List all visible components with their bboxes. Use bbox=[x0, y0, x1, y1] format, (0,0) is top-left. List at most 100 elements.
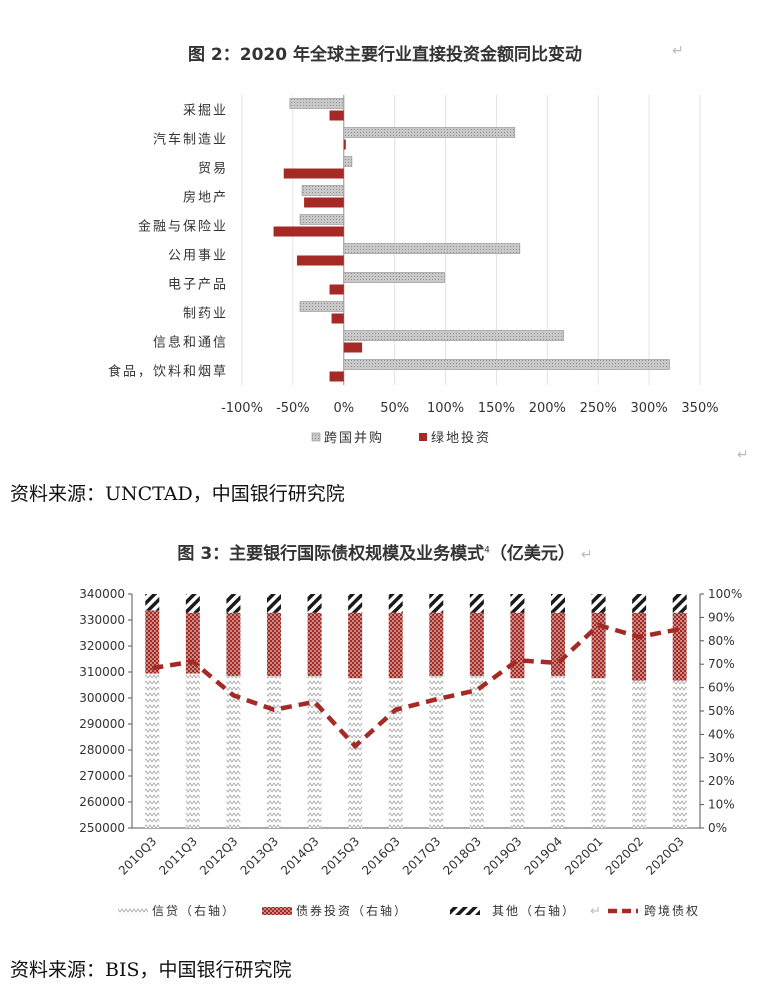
x-tick-label: 150% bbox=[478, 401, 515, 416]
legend-label-信贷: 信贷（右轴） bbox=[152, 903, 236, 918]
bar-绿地投资 bbox=[296, 255, 344, 266]
x-tick-label: 100% bbox=[427, 401, 464, 416]
bar-跨国并购 bbox=[299, 214, 345, 225]
right-tick-label: 100% bbox=[708, 587, 742, 601]
bar-segment-信贷 bbox=[348, 678, 363, 828]
bar-segment-信贷 bbox=[267, 675, 281, 828]
bar-segment-债券投资 bbox=[145, 610, 160, 674]
bar-segment-信贷 bbox=[307, 675, 322, 828]
bar-segment-其他 bbox=[672, 594, 687, 613]
left-tick-label: 300000 bbox=[79, 691, 125, 705]
return-mark-icon: ↵ bbox=[737, 447, 749, 463]
bar-绿地投资 bbox=[329, 371, 344, 382]
legend-swatch-绿地投资 bbox=[419, 433, 427, 441]
x-tick-label: 2014Q3 bbox=[278, 834, 322, 878]
bar-segment-债券投资 bbox=[632, 612, 647, 681]
x-tick-label: 2016Q3 bbox=[359, 834, 403, 878]
x-tick-label: 2018Q3 bbox=[440, 834, 484, 878]
return-mark-icon: ↵ bbox=[590, 904, 601, 919]
left-tick-label: 320000 bbox=[79, 639, 125, 653]
x-tick-label: 2020Q1 bbox=[562, 834, 606, 878]
bar-绿地投资 bbox=[273, 226, 344, 237]
chart1-plot: -100% -50% 0% 50% 100% 150% 200% 250% 300% 350% 采掘… bbox=[108, 95, 719, 446]
x-tick-label: 2020Q2 bbox=[603, 834, 647, 878]
legend-swatch-信贷 bbox=[118, 907, 148, 915]
bar-segment-其他 bbox=[469, 594, 484, 613]
bar-segment-信贷 bbox=[672, 680, 687, 828]
chart1-source: 资料来源：UNCTAD，中国银行研究院 bbox=[10, 483, 345, 505]
bar-segment-债券投资 bbox=[226, 612, 241, 676]
x-tick-label: 2017Q3 bbox=[400, 834, 444, 878]
category-label: 信息和通信 bbox=[153, 335, 228, 351]
chart2-title: 图 3：主要银行国际债权规模及业务模式 bbox=[177, 544, 485, 564]
return-mark-icon: ↵ bbox=[672, 43, 684, 59]
bar-segment-其他 bbox=[185, 594, 200, 613]
x-tick-label: 0% bbox=[333, 401, 354, 416]
bar-segment-信贷 bbox=[551, 675, 565, 828]
bar-segment-信贷 bbox=[145, 673, 160, 828]
bar-segment-信贷 bbox=[185, 673, 200, 828]
chart1-title: 图 2：2020 年全球主要行业直接投资金额同比变动 bbox=[188, 45, 582, 65]
bar-segment-债券投资 bbox=[591, 612, 606, 679]
bar-segment-其他 bbox=[591, 594, 606, 613]
left-tick-label: 270000 bbox=[79, 769, 125, 783]
chart2-title-block: 图 3：主要银行国际债权规模及业务模式4（亿美元） ↵ bbox=[0, 539, 770, 564]
bar-绿地投资 bbox=[343, 342, 363, 353]
category-label: 汽车制造业 bbox=[153, 132, 228, 148]
category-label: 电子产品 bbox=[168, 278, 228, 293]
category-label: 贸易 bbox=[198, 162, 228, 177]
x-tick-label: 2019Q3 bbox=[481, 834, 525, 878]
chart2-source: 资料来源：BIS，中国银行研究院 bbox=[10, 959, 292, 981]
x-tick-label: -100% bbox=[221, 401, 263, 416]
category-label: 食品，饮料和烟草 bbox=[108, 364, 228, 380]
chart2-title-unit: （亿美元） bbox=[489, 544, 575, 564]
legend-swatch-跨国并购 bbox=[311, 432, 321, 442]
bar-segment-债券投资 bbox=[429, 612, 444, 676]
category-label: 公用事业 bbox=[168, 249, 228, 264]
right-tick-label: 80% bbox=[708, 634, 735, 648]
x-tick-label: 2015Q3 bbox=[319, 834, 363, 878]
bar-segment-债券投资 bbox=[388, 612, 403, 679]
legend-label-绿地投资: 绿地投资 bbox=[431, 430, 491, 446]
legend-label-债券投资: 债券投资（右轴） bbox=[296, 903, 408, 918]
right-tick-label: 90% bbox=[708, 610, 735, 624]
x-tick-label: 2019Q4 bbox=[522, 834, 566, 878]
bar-segment-债券投资 bbox=[551, 612, 565, 676]
right-tick-label: 40% bbox=[708, 727, 735, 741]
category-label: 金融与保险业 bbox=[138, 219, 228, 235]
x-tick-label: 200% bbox=[529, 401, 566, 416]
bar-segment-其他 bbox=[388, 594, 403, 613]
bar-segment-其他 bbox=[510, 594, 525, 613]
bar-segment-债券投资 bbox=[469, 612, 484, 676]
x-tick-label: 2020Q3 bbox=[643, 834, 687, 878]
left-tick-label: 310000 bbox=[79, 665, 125, 679]
x-tick-label: 250% bbox=[580, 401, 617, 416]
bar-segment-信贷 bbox=[591, 678, 606, 828]
right-tick-label: 10% bbox=[708, 798, 735, 812]
bar-segment-债券投资 bbox=[307, 612, 322, 676]
bar-segment-债券投资 bbox=[672, 612, 687, 681]
right-tick-label: 0% bbox=[708, 821, 727, 835]
left-tick-label: 250000 bbox=[79, 821, 125, 835]
bar-绿地投资 bbox=[283, 168, 344, 179]
category-label: 制药业 bbox=[183, 307, 228, 322]
bar-跨国并购 bbox=[343, 127, 516, 138]
left-tick-label: 280000 bbox=[79, 743, 125, 757]
bar-绿地投资 bbox=[329, 110, 344, 121]
return-mark-icon: ↵ bbox=[580, 547, 593, 563]
bar-跨国并购 bbox=[343, 359, 670, 370]
bar-segment-信贷 bbox=[226, 675, 241, 828]
bar-segment-其他 bbox=[429, 594, 444, 613]
category-label: 房地产 bbox=[183, 190, 228, 206]
bar-segment-债券投资 bbox=[510, 612, 525, 679]
bar-跨国并购 bbox=[343, 156, 353, 167]
bar-segment-其他 bbox=[226, 594, 241, 613]
chart2-plot: 250000 260000 270000 280000 290000 300000 3100… bbox=[79, 587, 742, 919]
right-tick-label: 60% bbox=[708, 681, 735, 695]
left-tick-label: 290000 bbox=[79, 717, 125, 731]
bar-绿地投资 bbox=[304, 197, 344, 208]
bar-segment-其他 bbox=[551, 594, 565, 613]
bar-segment-其他 bbox=[348, 594, 363, 613]
bar-segment-其他 bbox=[267, 594, 281, 613]
bar-segment-债券投资 bbox=[348, 612, 363, 679]
